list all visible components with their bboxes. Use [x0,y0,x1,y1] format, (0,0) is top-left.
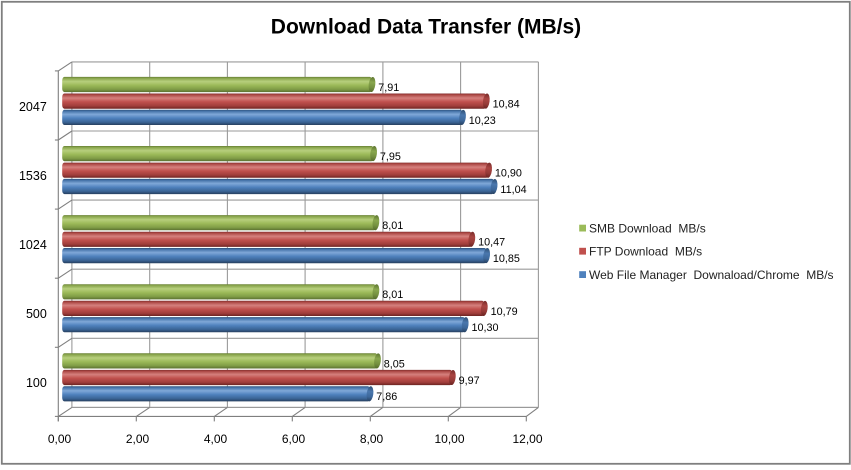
svg-text:1536: 1536 [19,169,47,183]
svg-text:2,00: 2,00 [126,432,150,446]
svg-text:8,01: 8,01 [382,289,403,301]
svg-text:SMB Download MB/s: SMB Download MB/s [589,221,706,235]
svg-text:Download Data Transfer (MB/s): Download Data Transfer (MB/s) [271,16,581,39]
svg-text:8,05: 8,05 [384,358,405,370]
svg-text:10,30: 10,30 [472,322,499,334]
svg-text:7,95: 7,95 [380,151,401,163]
svg-text:6,00: 6,00 [282,432,306,446]
svg-text:0,00: 0,00 [48,432,72,446]
svg-text:8,00: 8,00 [360,432,384,446]
svg-text:2047: 2047 [19,100,47,114]
svg-text:Web File Manager Downaload/Ch: Web File Manager Downaload/Chrome MB/s [589,268,834,282]
svg-text:9,97: 9,97 [459,375,480,387]
svg-text:7,86: 7,86 [376,391,397,403]
svg-text:11,04: 11,04 [500,184,526,196]
svg-text:10,47: 10,47 [478,237,505,249]
svg-text:FTP Download MB/s: FTP Download MB/s [589,244,702,258]
svg-text:10,79: 10,79 [491,306,518,318]
svg-text:8,01: 8,01 [382,220,403,232]
svg-text:10,84: 10,84 [493,99,520,111]
svg-text:10,85: 10,85 [493,253,520,265]
svg-text:100: 100 [26,376,47,390]
svg-text:500: 500 [26,307,47,321]
svg-text:10,23: 10,23 [469,115,496,127]
svg-text:10,90: 10,90 [495,168,522,180]
svg-text:10,00: 10,00 [434,432,464,446]
svg-text:12,00: 12,00 [512,432,542,446]
svg-text:1024: 1024 [19,238,47,252]
svg-text:7,91: 7,91 [378,82,399,94]
svg-text:4,00: 4,00 [204,432,228,446]
